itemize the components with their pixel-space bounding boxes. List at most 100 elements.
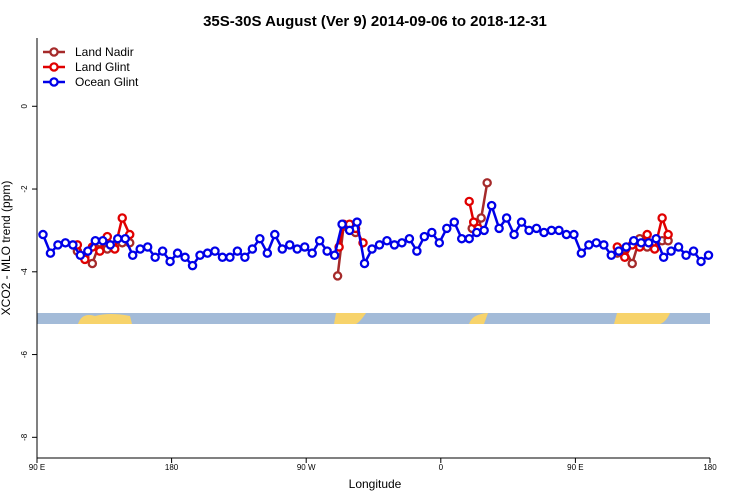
data-point [643,238,654,248]
data-point [663,229,673,240]
data-point [509,229,519,240]
data-point [546,225,557,236]
data-point [703,250,714,260]
data-point [329,250,340,260]
data-point [476,213,486,223]
data-point [367,244,377,254]
data-point [83,246,93,256]
data-point [195,250,205,260]
data-point [584,240,594,250]
data-point [614,246,624,256]
data-point [464,233,474,244]
data-point [456,233,467,244]
land-patch [78,314,132,324]
x-tick-label: 0 [439,463,444,472]
land-patch [334,313,366,324]
data-point [142,242,153,252]
x-axis-label: Longitude [349,477,402,491]
data-point [217,252,228,263]
legend-marker [49,77,59,87]
data-point [649,244,660,254]
data-point [332,271,343,281]
data-point [516,217,527,227]
legend-label: Ocean Glint [75,75,139,89]
y-tick-label: 0 [20,104,29,109]
legend-label: Land Glint [75,60,130,74]
land-patch [469,313,488,324]
data-point [620,252,630,263]
data-point [322,246,332,256]
data-point [202,248,213,258]
data-point [38,229,48,240]
data-point [576,248,587,258]
x-tick-label: 90 E [567,463,583,472]
data-point [374,240,385,250]
data-point [127,250,138,260]
data-point [95,246,105,256]
data-point [314,236,325,246]
data-point [666,246,676,256]
ocean-strip [37,313,710,324]
data-point [359,258,370,269]
data-point [561,229,572,240]
data-point [247,244,258,254]
data-point [591,238,602,248]
data-point [87,258,98,269]
data-point [382,236,392,246]
data-point [449,217,460,227]
data-point [628,236,639,246]
data-point [442,223,452,234]
data-point [68,240,78,250]
data-point [240,252,250,263]
y-axis-label: XCO2 - MLO trend (ppm) [0,181,13,316]
data-point [427,227,437,238]
data-point [352,217,362,227]
data-point [225,252,235,263]
data-point [117,213,127,223]
data-point [45,248,56,258]
data-point [187,260,198,271]
land-ocean-strip [37,313,710,324]
y-tick-label: -4 [20,268,29,276]
data-point [113,233,123,244]
data-point [292,244,302,254]
data-point [636,238,646,248]
legend-label: Land Nadir [75,45,134,59]
data-point [554,225,564,236]
data-point [180,252,190,263]
data-point [539,227,549,238]
data-point [277,244,288,254]
data-point [486,200,497,211]
data-point [673,242,684,252]
data-point [468,217,479,227]
data-point [232,246,243,256]
data-point [165,256,175,267]
data-point [284,240,295,250]
data-point [105,240,116,250]
data-point [270,229,280,240]
data-point [651,233,661,244]
data-point [53,240,63,250]
data-point [337,219,347,229]
data-point [501,213,512,223]
data-point [621,242,631,252]
data-point [464,196,474,207]
data-point [150,252,160,263]
data-point [696,256,706,267]
x-tick-label: 180 [703,463,717,472]
data-point [255,233,265,244]
data-point [681,250,691,260]
data-point [434,238,445,248]
data-point [404,233,415,244]
data-point [569,229,579,240]
data-point [657,213,667,223]
data-point [531,223,542,234]
data-point [419,231,430,242]
data-point [606,250,617,260]
legend-marker [49,62,59,72]
data-point [389,240,400,250]
chart-title: 35S-30S August (Ver 9) 2014-09-06 to 201… [203,13,547,30]
data-point [344,225,355,236]
data-point [60,238,71,248]
legend-marker [49,47,59,57]
